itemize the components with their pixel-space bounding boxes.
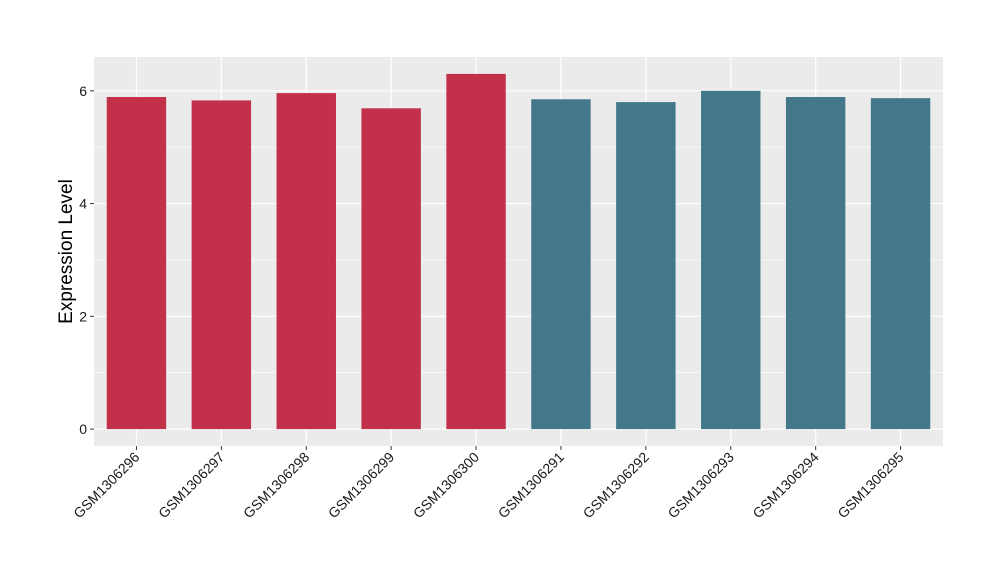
x-tick-label: GSM1306298 [240,449,313,522]
y-tick-label: 0 [79,421,87,437]
bar-GSM1306298 [276,93,336,430]
bar-GSM1306297 [191,100,252,430]
bar-GSM1306294 [785,97,846,430]
x-tick-label: GSM1306299 [325,449,398,522]
x-tick-label: GSM1306297 [155,449,228,522]
y-tick-label: 6 [79,83,87,99]
bar-GSM1306300 [446,73,506,430]
x-tick-label: GSM1306295 [834,449,907,522]
bar-GSM1306299 [361,108,421,430]
x-tick-label: GSM1306292 [580,449,653,522]
bar-GSM1306296 [106,97,167,430]
bar-GSM1306291 [531,99,591,430]
x-tick-label: GSM1306293 [664,449,737,522]
y-axis-title: Expression Level [56,179,77,324]
y-axis: 0 2 4 6 [79,83,94,437]
bar-GSM1306295 [870,98,931,430]
x-tick-label: GSM1306300 [410,449,483,522]
x-tick-label: GSM1306296 [70,449,143,522]
bar-GSM1306292 [616,102,676,430]
y-tick-label: 4 [79,196,87,212]
x-axis: GSM1306296 GSM1306297 GSM1306298 GSM1306299… [70,446,907,521]
x-tick-label: GSM1306291 [495,449,568,522]
x-tick-label: GSM1306294 [749,449,822,522]
bar-GSM1306293 [701,90,761,430]
y-tick-label: 2 [79,308,87,324]
bars [106,73,931,430]
